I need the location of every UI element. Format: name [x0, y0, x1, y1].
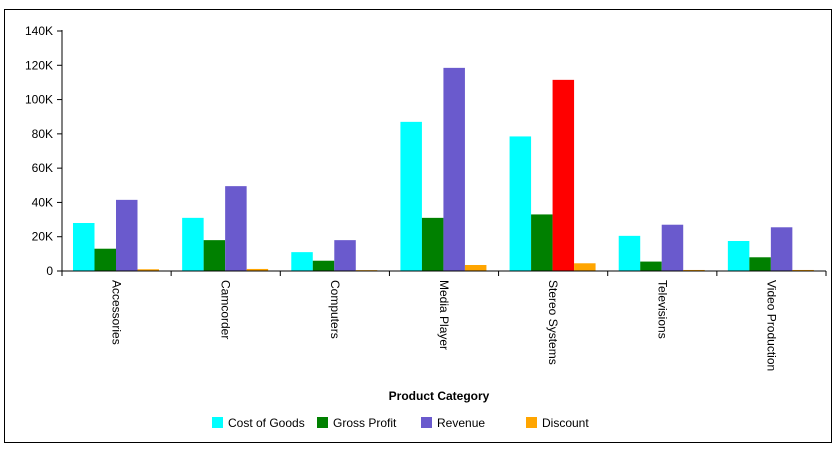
- bar-cost-of-goods-media-player: [400, 121, 422, 271]
- x-tick-label-accessories: Accessories: [110, 280, 124, 345]
- legend-swatch-cost-of-goods: [212, 417, 223, 428]
- bar-gross-profit-media-player: [421, 217, 444, 271]
- bar-revenue-stereo-systems: [552, 79, 575, 271]
- bar-revenue-camcorder: [225, 186, 247, 271]
- legend-label-gross-profit: Gross Profit: [333, 416, 397, 430]
- legend-label-cost-of-goods: Cost of Goods: [228, 416, 305, 430]
- x-tick-label-computers: Computers: [328, 280, 342, 339]
- bar-cost-of-goods-accessories: [73, 223, 95, 271]
- x-tick-label-media-player: Media Player: [437, 280, 451, 350]
- x-tick-label-video-production: Video Production: [764, 280, 778, 371]
- y-tick-label: 40K: [32, 195, 53, 209]
- legend-swatch-revenue: [421, 417, 432, 428]
- bar-discount-video-production: [792, 269, 814, 271]
- y-ticks-group: 0 20K 40K 60K 80K 100K 120K 140K: [25, 24, 62, 278]
- x-tick-label-camcorder: Camcorder: [219, 280, 233, 339]
- bar-discount-stereo-systems: [574, 263, 596, 271]
- bar-gross-profit-camcorder: [203, 240, 226, 271]
- bar-cost-of-goods-computers: [291, 252, 313, 271]
- bar-revenue-accessories: [116, 199, 138, 271]
- bar-gross-profit-computers: [312, 260, 335, 271]
- legend-label-revenue: Revenue: [437, 416, 485, 430]
- y-tick-label: 100K: [25, 93, 53, 107]
- bar-discount-accessories: [137, 269, 159, 271]
- bar-discount-media-player: [464, 265, 487, 271]
- bar-gross-profit-televisions: [640, 261, 662, 271]
- y-tick-label: 20K: [32, 230, 53, 244]
- legend-label-discount: Discount: [542, 416, 589, 430]
- x-axis-title: Product Category: [389, 389, 490, 403]
- y-tick-label: 60K: [32, 161, 53, 175]
- bar-cost-of-goods-camcorder: [182, 217, 204, 271]
- y-tick-label: 80K: [32, 127, 53, 141]
- bar-cost-of-goods-televisions: [618, 235, 641, 271]
- bar-gross-profit-accessories: [94, 248, 116, 271]
- legend-swatch-discount: [526, 417, 537, 428]
- y-tick-label: 140K: [25, 24, 53, 38]
- bar-revenue-media-player: [443, 67, 465, 271]
- bar-revenue-computers: [334, 240, 356, 271]
- bar-discount-televisions: [683, 269, 705, 271]
- y-tick-label: 120K: [25, 58, 53, 72]
- bar-cost-of-goods-video-production: [727, 241, 750, 271]
- bar-discount-camcorder: [246, 268, 269, 271]
- bar-cost-of-goods-stereo-systems: [509, 136, 532, 271]
- x-ticks-group: Accessories Camcorder Computers Media Playe…: [61, 271, 827, 371]
- x-tick-label-stereo-systems: Stereo Systems: [546, 280, 560, 365]
- bar-revenue-televisions: [661, 224, 684, 271]
- bar-gross-profit-stereo-systems: [531, 214, 553, 271]
- bars-group: [73, 67, 814, 271]
- legend-swatch-gross-profit: [317, 417, 328, 428]
- y-tick-label: 0: [46, 264, 53, 278]
- bar-gross-profit-video-production: [749, 257, 771, 271]
- bar-revenue-video-production: [770, 227, 793, 271]
- x-tick-label-televisions: Televisions: [655, 280, 669, 339]
- legend: Cost of Goods Gross Profit Revenue Discount: [212, 416, 589, 430]
